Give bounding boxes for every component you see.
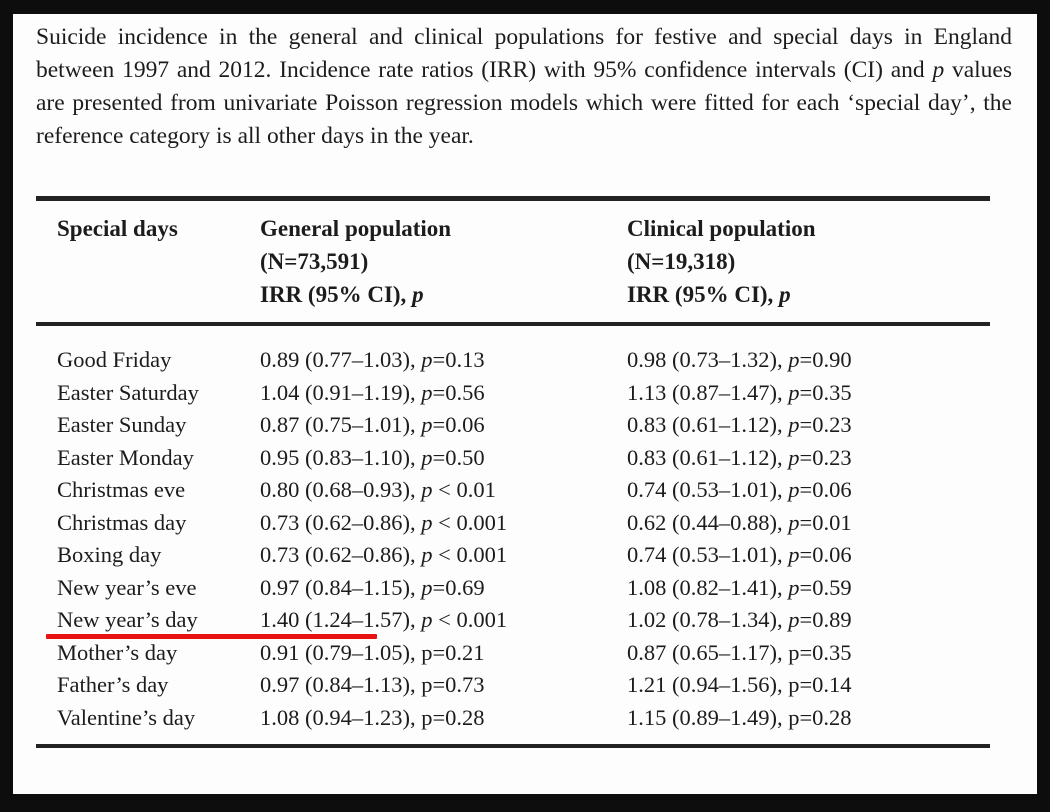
header-line: (N=73,591) [260,249,369,274]
cell-clinical-irr: 1.13 (0.87–1.47), p=0.35 [627,379,852,405]
header-line: IRR (95% CI), p [627,282,791,307]
cell-special-day: Father’s day [57,672,169,697]
col-header-special-days: Special days [57,216,178,241]
table-row: Christmas day 0.73 (0.62–0.86), p < 0.001… [36,507,990,540]
cell-general-irr: 1.40 (1.24–1.57), p < 0.001 [260,607,508,632]
col-header-clinical-population: Clinical population (N=19,318) IRR (95% CI… [627,199,990,325]
table-row: New year’s eve 0.97 (0.84–1.15), p=0.69 1.… [36,572,990,605]
cell-special-day: New year’s day [57,607,198,632]
table-row: New year’s day 1.40 (1.24–1.57), p < 0.00… [36,604,990,637]
cell-special-day: Easter Monday [57,444,194,470]
cell-special-day: Christmas day [57,509,187,535]
cell-general-irr: 0.97 (0.84–1.13), p=0.73 [260,672,485,697]
cell-special-day: Good Friday [57,347,172,372]
cell-special-day: Easter Sunday [57,412,187,437]
cell-special-day: Christmas eve [57,477,186,502]
cell-clinical-irr: 0.98 (0.73–1.32), p=0.90 [627,347,852,372]
cell-general-irr: 0.80 (0.68–0.93), p < 0.01 [260,477,496,502]
table-row: Easter Monday 0.95 (0.83–1.10), p=0.50 0.8… [36,442,990,475]
special-days-table: Special days General population (N=73,591… [36,196,990,748]
cell-general-irr: 0.87 (0.75–1.01), p=0.06 [260,412,485,437]
cell-general-irr: 0.91 (0.79–1.05), p=0.21 [260,639,485,665]
cell-general-irr: 0.73 (0.62–0.86), p < 0.001 [260,509,508,535]
table-row: Easter Sunday 0.87 (0.75–1.01), p=0.06 0.8… [36,409,990,442]
cell-clinical-irr: 1.08 (0.82–1.41), p=0.59 [627,574,852,600]
table-header: Special days General population (N=73,591… [36,199,990,325]
cell-clinical-irr: 1.15 (0.89–1.49), p=0.28 [627,704,852,730]
table-row: Good Friday 0.89 (0.77–1.03), p=0.13 0.98 … [36,324,990,377]
cell-special-day: Easter Saturday [57,379,199,405]
cell-clinical-irr: 0.83 (0.61–1.12), p=0.23 [627,444,852,470]
col-header-general-population: General population (N=73,591) IRR (95% CI)… [260,199,627,325]
table-row: Father’s day 0.97 (0.84–1.13), p=0.73 1.21… [36,669,990,702]
header-line: Clinical population [627,216,816,241]
header-line: General population [260,216,452,241]
table-body: Good Friday 0.89 (0.77–1.03), p=0.13 0.98 … [36,324,990,746]
cell-clinical-irr: 0.62 (0.44–0.88), p=0.01 [627,509,852,535]
table-row: Valentine’s day 1.08 (0.94–1.23), p=0.28 1… [36,702,990,747]
header-line: (N=19,318) [627,249,736,274]
cell-clinical-irr: 1.02 (0.78–1.34), p=0.89 [627,607,852,632]
paper-table-panel: Suicide incidence in the general and cli… [13,14,1037,794]
cell-special-day: New year’s eve [57,574,197,600]
cell-clinical-irr: 1.21 (0.94–1.56), p=0.14 [627,672,852,697]
table-row: Easter Saturday 1.04 (0.91–1.19), p=0.56 1… [36,377,990,410]
cell-special-day: Boxing day [57,542,162,567]
cell-general-irr: 1.08 (0.94–1.23), p=0.28 [260,704,485,730]
cell-general-irr: 0.73 (0.62–0.86), p < 0.001 [260,542,508,567]
cell-clinical-irr: 0.83 (0.61–1.12), p=0.23 [627,412,852,437]
cell-general-irr: 1.04 (0.91–1.19), p=0.56 [260,379,485,405]
cell-special-day: Mother’s day [57,639,178,665]
cell-clinical-irr: 0.74 (0.53–1.01), p=0.06 [627,477,852,502]
cell-general-irr: 0.95 (0.83–1.10), p=0.50 [260,444,485,470]
header-line: IRR (95% CI), p [260,282,424,307]
cell-clinical-irr: 0.74 (0.53–1.01), p=0.06 [627,542,852,567]
cell-special-day: Valentine’s day [57,704,196,730]
header-row: Special days General population (N=73,591… [36,199,990,325]
table-caption: Suicide incidence in the general and cli… [36,24,1012,149]
table-row: Christmas eve 0.80 (0.68–0.93), p < 0.01 0… [36,474,990,507]
cell-general-irr: 0.89 (0.77–1.03), p=0.13 [260,347,485,372]
cell-clinical-irr: 0.87 (0.65–1.17), p=0.35 [627,639,852,665]
red-underline-annotation [46,634,377,639]
cell-general-irr: 0.97 (0.84–1.15), p=0.69 [260,574,485,600]
table-row: Boxing day 0.73 (0.62–0.86), p < 0.001 0.7… [36,539,990,572]
table-row: Mother’s day 0.91 (0.79–1.05), p=0.21 0.87… [36,637,990,670]
